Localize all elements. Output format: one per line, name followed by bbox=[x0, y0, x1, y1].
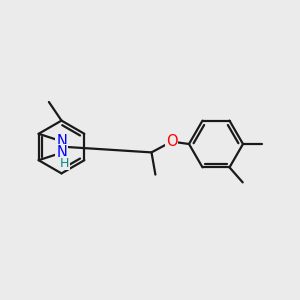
Text: N: N bbox=[56, 134, 67, 149]
Text: H: H bbox=[60, 157, 69, 170]
Text: O: O bbox=[166, 134, 177, 149]
Text: N: N bbox=[56, 145, 67, 160]
